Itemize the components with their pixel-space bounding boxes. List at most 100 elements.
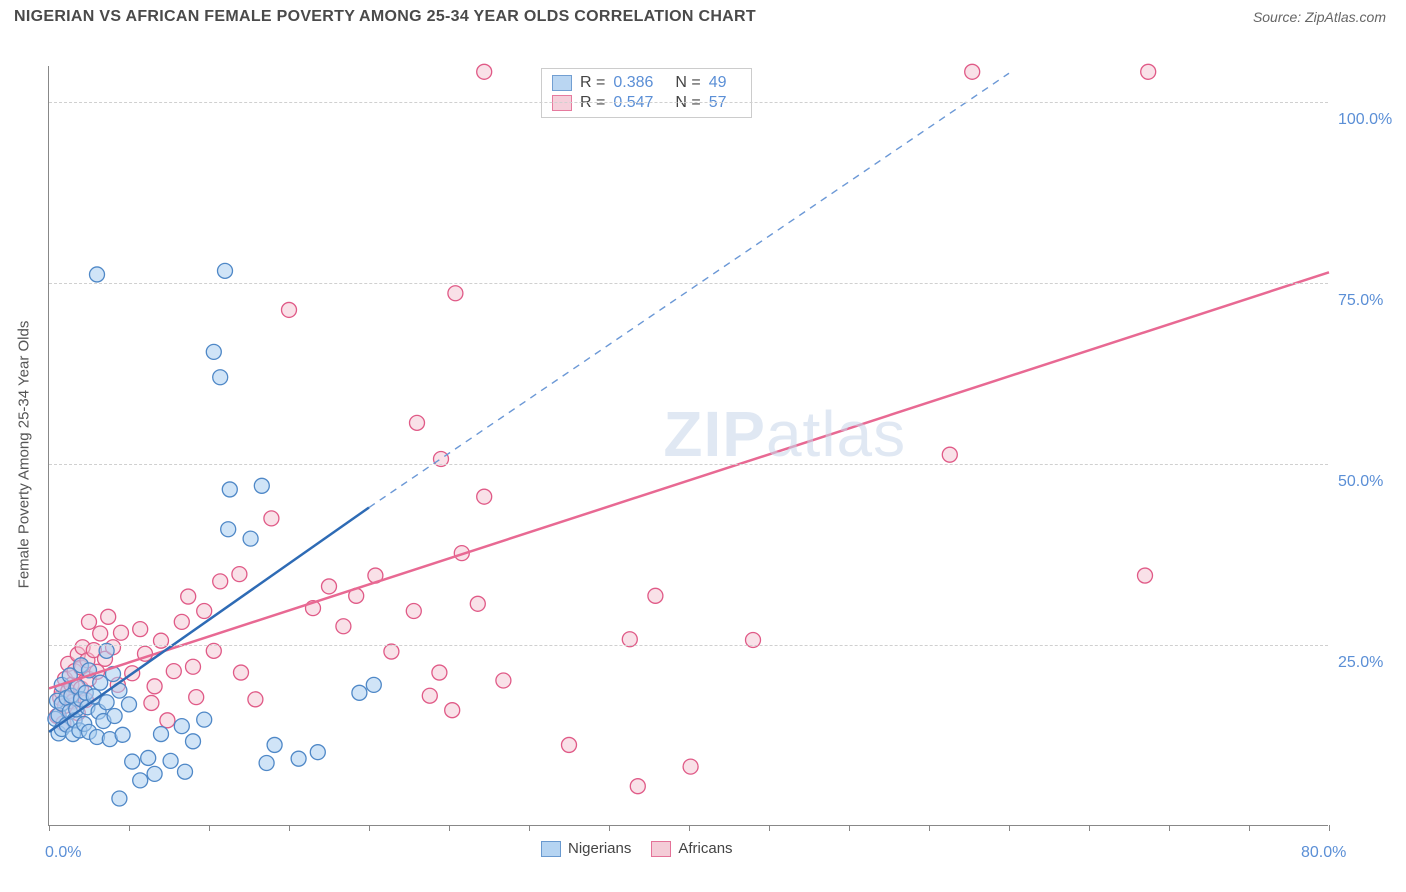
scatter-point bbox=[178, 764, 193, 779]
scatter-point bbox=[122, 697, 137, 712]
scatter-point bbox=[422, 688, 437, 703]
scatter-point bbox=[232, 567, 247, 582]
scatter-point bbox=[267, 737, 282, 752]
legend-stats-box: R =0.386N =49R =0.547N =57 bbox=[541, 68, 752, 118]
x-tick bbox=[129, 825, 130, 831]
legend-label: Nigerians bbox=[568, 840, 631, 857]
scatter-point bbox=[206, 344, 221, 359]
scatter-point bbox=[683, 759, 698, 774]
x-label-max: 80.0% bbox=[1301, 844, 1346, 862]
scatter-point bbox=[1138, 568, 1153, 583]
scatter-point bbox=[942, 447, 957, 462]
scatter-point bbox=[160, 713, 175, 728]
chart-source: Source: ZipAtlas.com bbox=[1253, 9, 1386, 25]
scatter-point bbox=[410, 415, 425, 430]
legend-n-label: N = bbox=[673, 74, 702, 92]
scatter-point bbox=[259, 756, 274, 771]
regression-line-africans bbox=[49, 272, 1329, 688]
scatter-point bbox=[352, 685, 367, 700]
scatter-point bbox=[965, 64, 980, 79]
grid-line bbox=[49, 283, 1328, 284]
scatter-point bbox=[336, 619, 351, 634]
scatter-point bbox=[181, 589, 196, 604]
scatter-point bbox=[630, 779, 645, 794]
x-tick bbox=[609, 825, 610, 831]
scatter-point bbox=[1141, 64, 1156, 79]
legend-swatch bbox=[552, 75, 572, 91]
scatter-point bbox=[186, 734, 201, 749]
x-tick bbox=[289, 825, 290, 831]
regression-line-nigerians bbox=[49, 508, 369, 732]
scatter-point bbox=[470, 596, 485, 611]
scatter-point bbox=[218, 263, 233, 278]
scatter-point bbox=[107, 708, 122, 723]
x-tick bbox=[929, 825, 930, 831]
regression-line-nigerians-ext bbox=[369, 73, 1009, 507]
legend-item: Nigerians bbox=[541, 840, 631, 857]
scatter-point bbox=[496, 673, 511, 688]
scatter-svg bbox=[49, 66, 1329, 826]
x-tick bbox=[369, 825, 370, 831]
scatter-point bbox=[445, 703, 460, 718]
x-tick bbox=[1089, 825, 1090, 831]
scatter-point bbox=[384, 644, 399, 659]
scatter-point bbox=[562, 737, 577, 752]
scatter-point bbox=[213, 574, 228, 589]
legend-stat-row: R = 0.386 N = 49 bbox=[552, 73, 741, 93]
scatter-point bbox=[112, 791, 127, 806]
scatter-point bbox=[154, 727, 169, 742]
legend-swatch bbox=[651, 841, 671, 857]
scatter-point bbox=[189, 690, 204, 705]
y-axis-label: Female Poverty Among 25-34 Year Olds bbox=[15, 321, 32, 589]
legend-r-label: R = bbox=[578, 74, 607, 92]
scatter-point bbox=[448, 286, 463, 301]
scatter-point bbox=[221, 522, 236, 537]
x-tick bbox=[849, 825, 850, 831]
x-tick bbox=[1169, 825, 1170, 831]
y-tick-label: 25.0% bbox=[1338, 654, 1398, 672]
scatter-point bbox=[174, 614, 189, 629]
y-tick-label: 75.0% bbox=[1338, 292, 1398, 310]
grid-line bbox=[49, 464, 1328, 465]
x-tick bbox=[209, 825, 210, 831]
scatter-point bbox=[213, 370, 228, 385]
scatter-point bbox=[82, 614, 97, 629]
scatter-point bbox=[125, 754, 140, 769]
scatter-point bbox=[406, 604, 421, 619]
legend-label: Africans bbox=[678, 840, 732, 857]
scatter-point bbox=[310, 745, 325, 760]
scatter-point bbox=[477, 64, 492, 79]
scatter-point bbox=[166, 664, 181, 679]
chart-container: ZIPatlas R =0.386N =49R =0.547N =57 Nige… bbox=[0, 30, 1406, 880]
scatter-point bbox=[174, 719, 189, 734]
chart-header: NIGERIAN VS AFRICAN FEMALE POVERTY AMONG… bbox=[0, 0, 1406, 30]
scatter-point bbox=[366, 677, 381, 692]
legend-n-value: 49 bbox=[709, 74, 741, 92]
y-tick-label: 100.0% bbox=[1338, 111, 1398, 129]
scatter-point bbox=[234, 665, 249, 680]
x-tick bbox=[689, 825, 690, 831]
scatter-point bbox=[101, 609, 116, 624]
scatter-point bbox=[243, 531, 258, 546]
scatter-point bbox=[197, 712, 212, 727]
legend-r-value: 0.386 bbox=[613, 74, 667, 92]
scatter-point bbox=[186, 659, 201, 674]
scatter-point bbox=[291, 751, 306, 766]
x-tick bbox=[769, 825, 770, 831]
grid-line bbox=[49, 102, 1328, 103]
legend-item: Africans bbox=[651, 840, 732, 857]
x-tick bbox=[1329, 825, 1330, 831]
scatter-point bbox=[141, 750, 156, 765]
scatter-point bbox=[133, 622, 148, 637]
plot-area: ZIPatlas R =0.386N =49R =0.547N =57 Nige… bbox=[48, 66, 1328, 826]
x-tick bbox=[1249, 825, 1250, 831]
legend-series: Nigerians Africans bbox=[541, 840, 733, 857]
y-tick-label: 50.0% bbox=[1338, 473, 1398, 491]
x-label-min: 0.0% bbox=[45, 844, 81, 862]
x-tick bbox=[49, 825, 50, 831]
scatter-point bbox=[147, 766, 162, 781]
scatter-point bbox=[648, 588, 663, 603]
scatter-point bbox=[264, 511, 279, 526]
legend-swatch bbox=[541, 841, 561, 857]
scatter-point bbox=[163, 753, 178, 768]
